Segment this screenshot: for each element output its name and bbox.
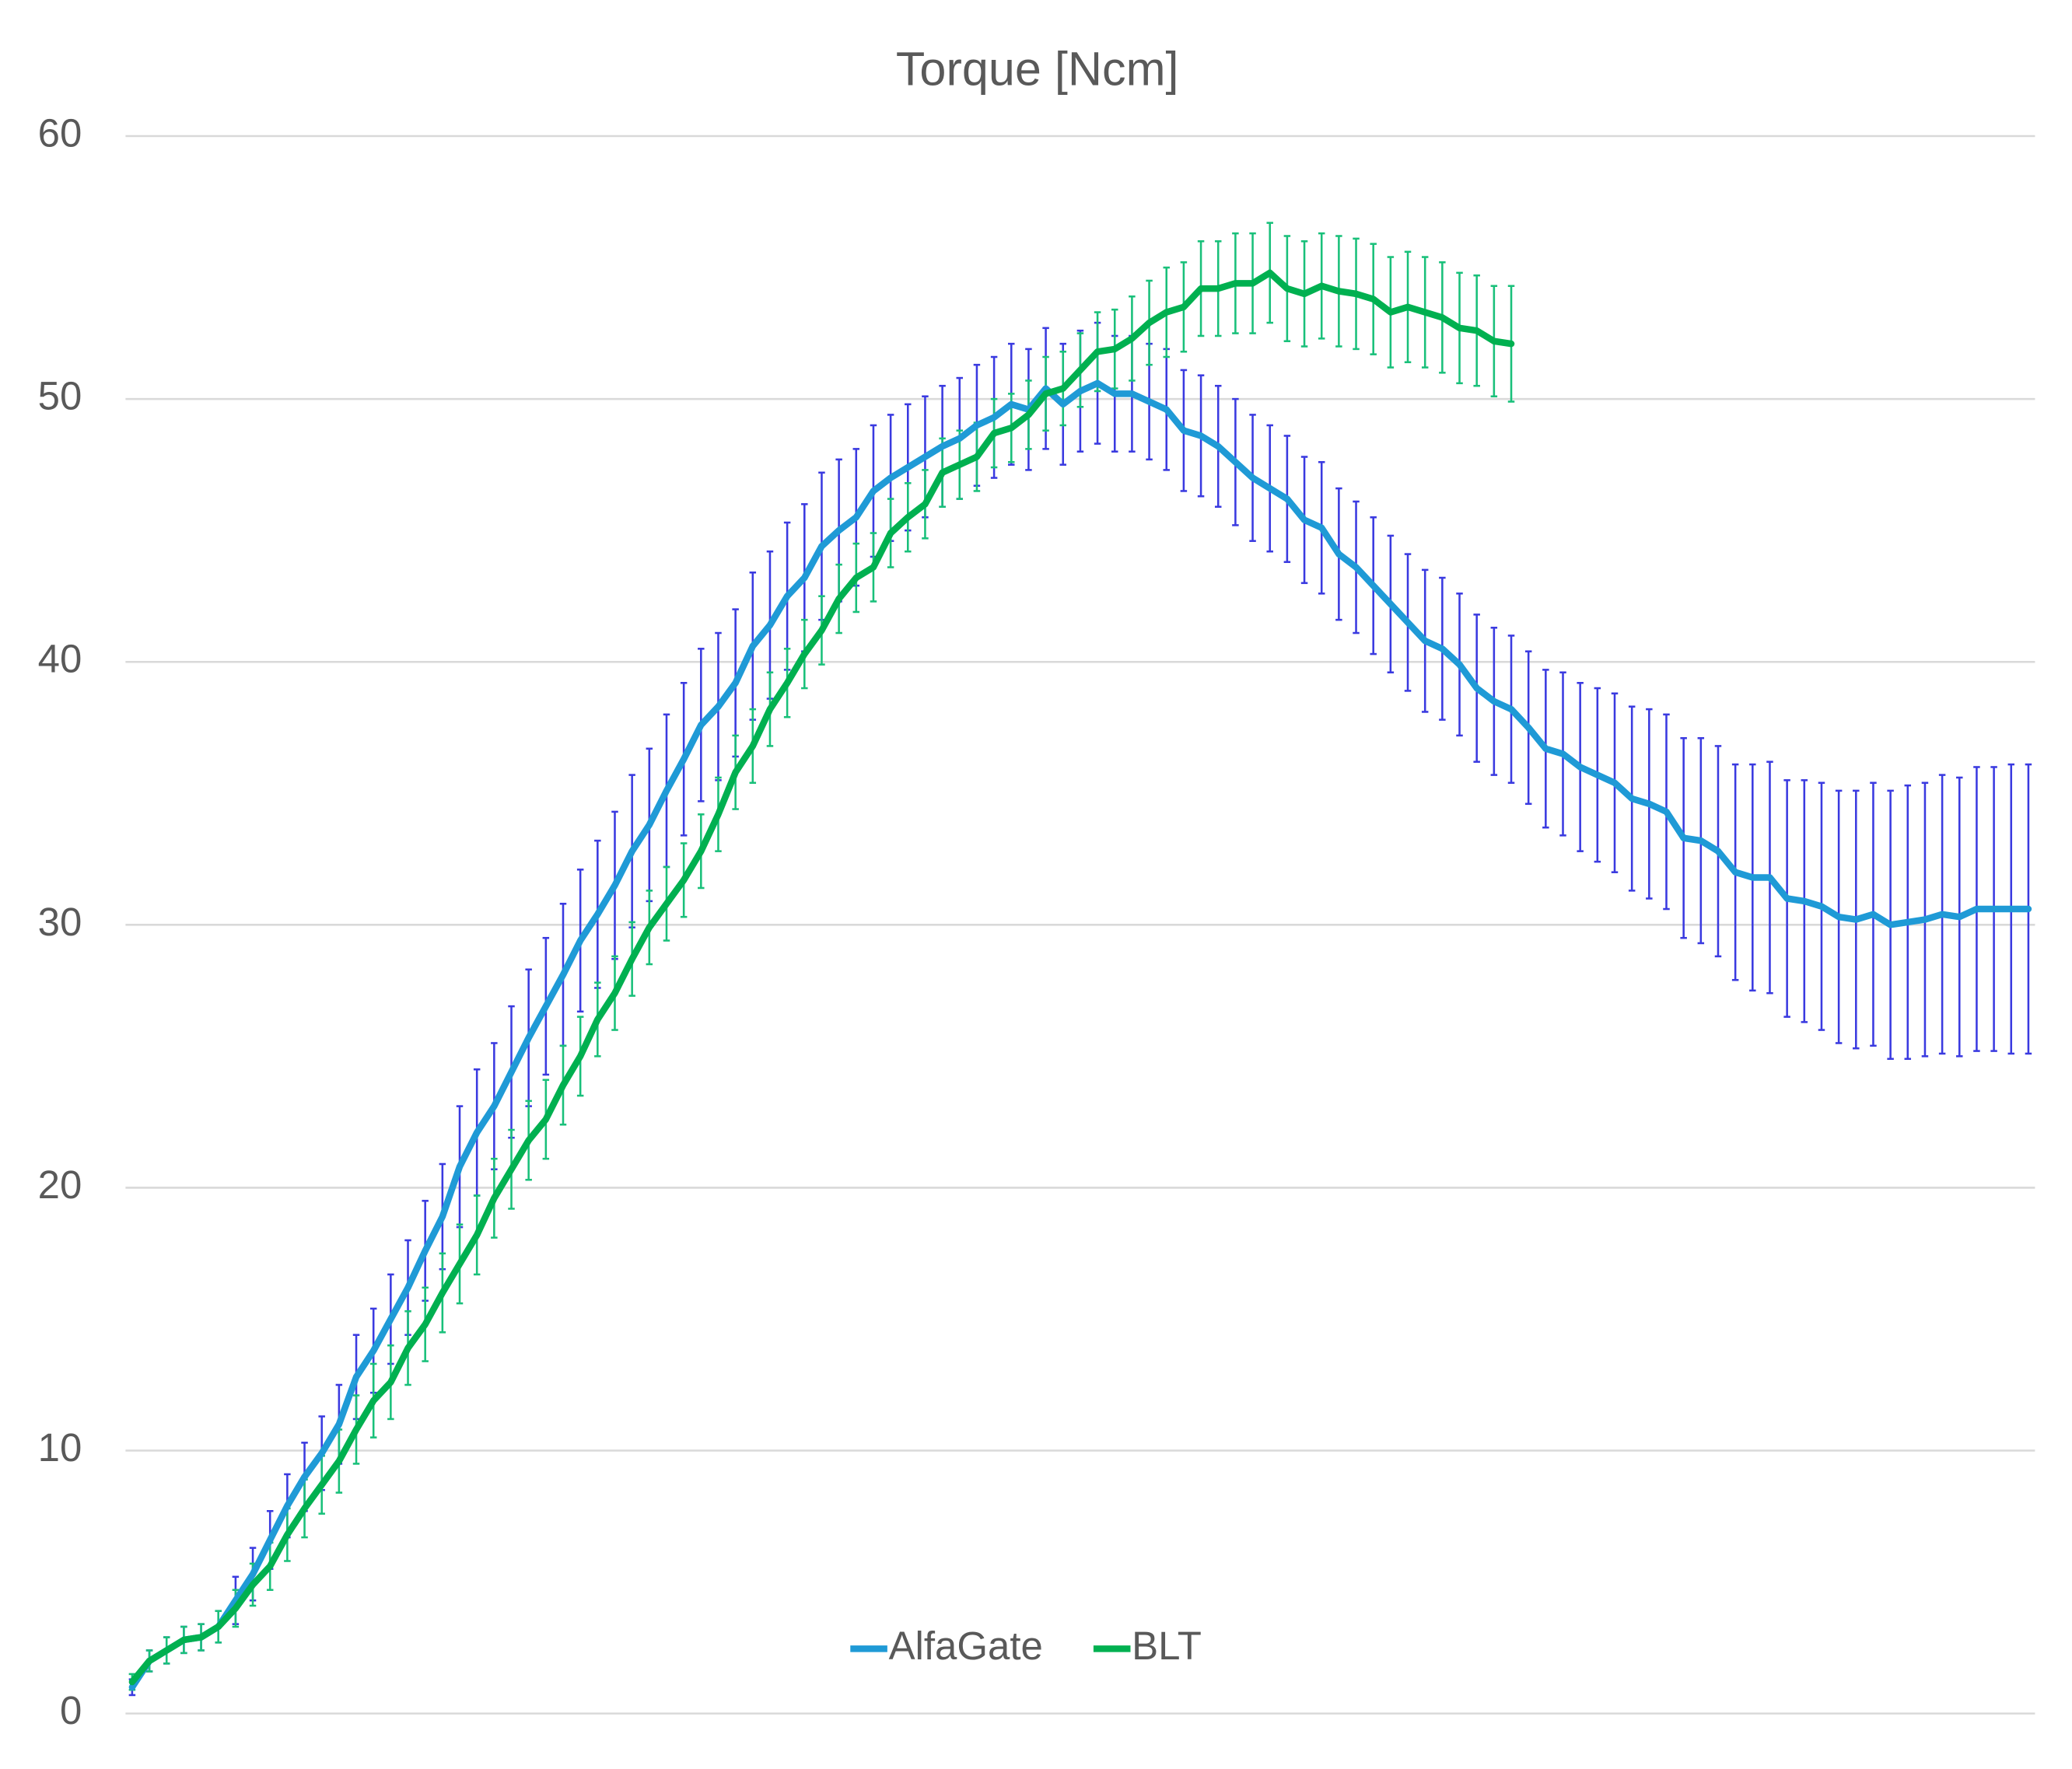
y-tick-label: 40 — [38, 637, 82, 681]
y-tick-label: 20 — [38, 1162, 82, 1207]
chart-title: Torque [Ncm] — [896, 43, 1179, 96]
series-line — [128, 379, 2032, 1691]
legend-label: AlfaGate — [889, 1624, 1043, 1668]
y-tick-label: 60 — [38, 110, 82, 155]
y-tick-label: 30 — [38, 900, 82, 944]
series-line — [128, 269, 1515, 1686]
y-tick-label: 0 — [60, 1688, 82, 1732]
legend-label: BLT — [1132, 1624, 1202, 1668]
y-tick-label: 50 — [38, 374, 82, 418]
y-tick-label: 10 — [38, 1425, 82, 1470]
